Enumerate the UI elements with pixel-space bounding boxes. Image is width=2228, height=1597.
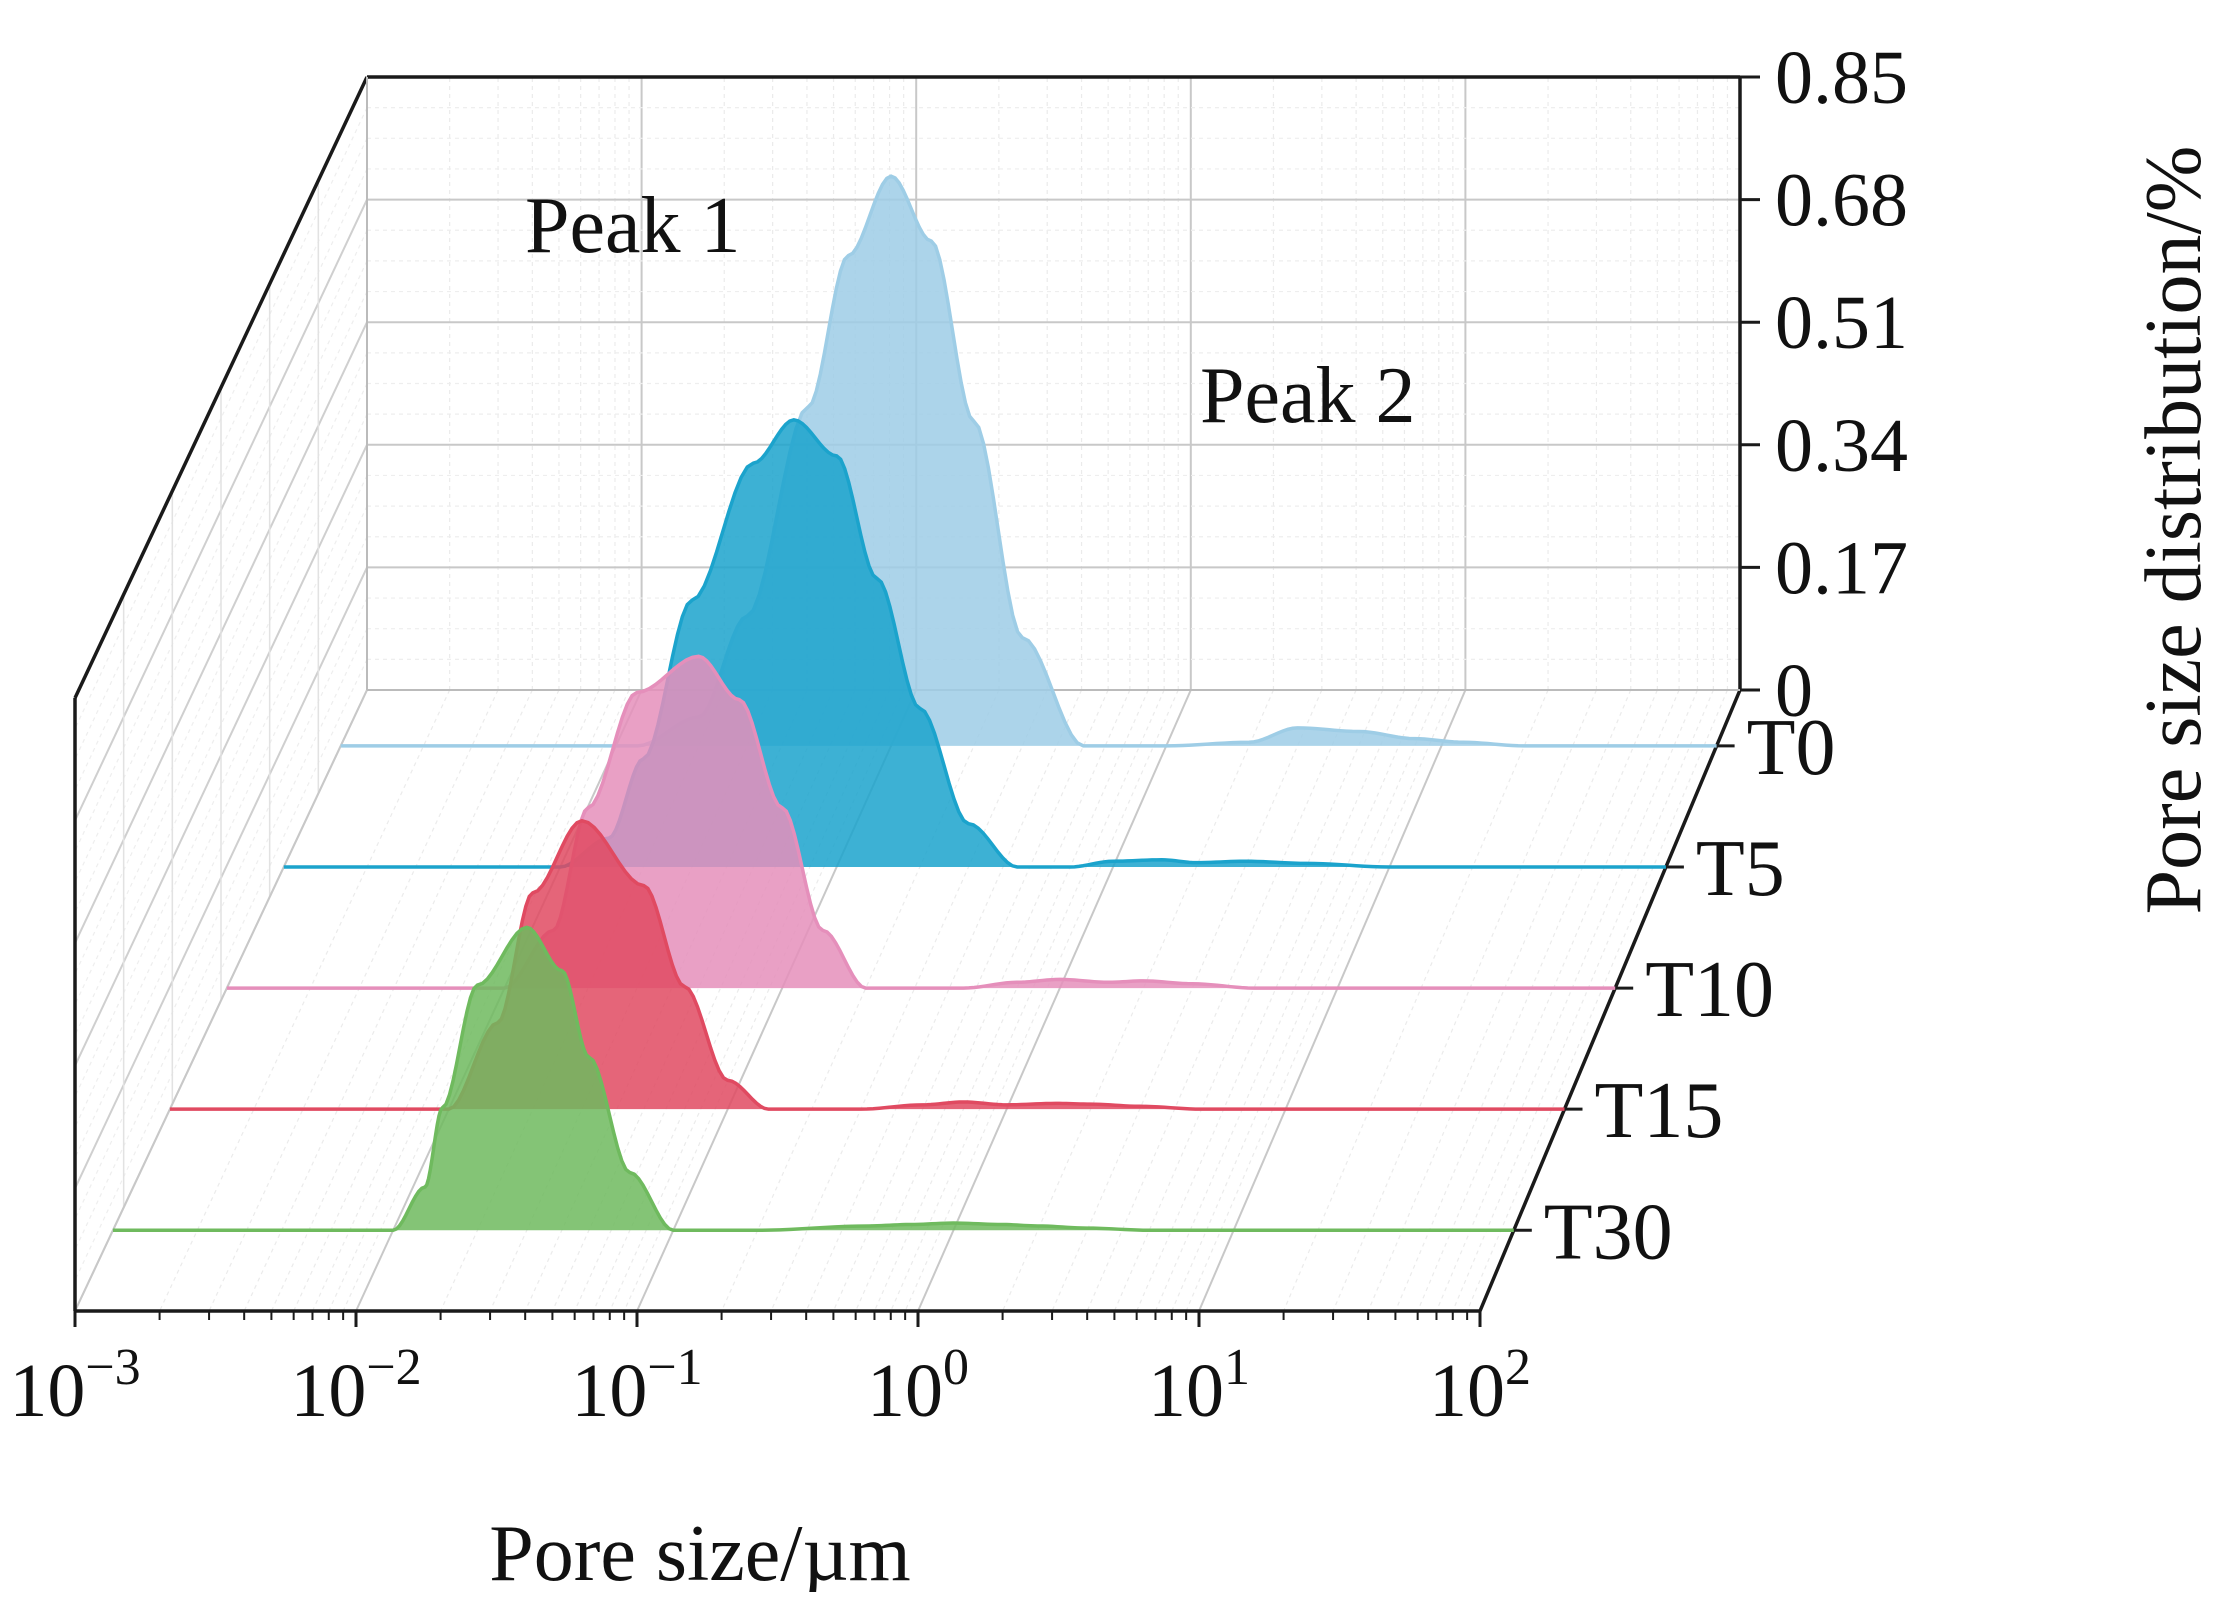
y-tick-label: 0 xyxy=(1775,649,1813,733)
x-tick-label: 102 xyxy=(1429,1339,1531,1433)
series-line-t10 xyxy=(226,654,1616,990)
floor-grid-line xyxy=(1417,689,1680,1312)
floor-grid-line xyxy=(1283,689,1549,1312)
series-t10 xyxy=(226,654,1616,990)
series-area-t10 xyxy=(504,656,1616,989)
back-wall-grid xyxy=(74,76,1741,1312)
y-tick-label: 0.85 xyxy=(1775,36,1908,120)
series-layer xyxy=(112,174,1717,1233)
y-tick-label: 0.51 xyxy=(1775,281,1908,365)
floor-grid-line xyxy=(328,689,616,1312)
floor-grid-line xyxy=(342,689,630,1312)
floor-grid-line xyxy=(890,689,1165,1312)
frame-side-top-edge xyxy=(73,76,369,699)
floor-grid-line xyxy=(1367,689,1632,1312)
series-t0 xyxy=(340,174,1717,748)
floor-grid-line xyxy=(1394,689,1658,1312)
floor-grid-line xyxy=(208,689,499,1312)
x-axis-label: Pore size/µm xyxy=(489,1510,911,1592)
floor-grid-line xyxy=(1185,689,1454,1312)
series-area-t5 xyxy=(560,419,1666,867)
y-tick-label: 0.68 xyxy=(1775,159,1908,243)
floor-grid-line xyxy=(1136,689,1406,1312)
annotation-peak-2: Peak 2 xyxy=(1200,352,1416,440)
series-line-t30 xyxy=(112,925,1514,1233)
series-label-t15: T15 xyxy=(1595,1067,1724,1155)
series-label-t0: T0 xyxy=(1747,704,1836,792)
series-label-t30: T30 xyxy=(1544,1188,1673,1276)
series-line-t15 xyxy=(169,818,1565,1111)
floor-grid-line xyxy=(311,689,600,1312)
series-t30 xyxy=(112,925,1514,1233)
floor-grid-line xyxy=(1086,689,1357,1312)
x-tick-label: 100 xyxy=(867,1339,969,1433)
series-t5 xyxy=(283,418,1666,869)
series-label-t5: T5 xyxy=(1696,825,1785,913)
floor-grid-line xyxy=(270,689,560,1312)
floor-grid-line xyxy=(243,689,533,1312)
floor-grid-line xyxy=(1154,689,1424,1312)
floor-grid-line xyxy=(1466,689,1728,1312)
x-tick-label: 10−1 xyxy=(571,1339,702,1433)
floor-grid-line xyxy=(1435,689,1699,1312)
annotation-peak-1: Peak 1 xyxy=(525,182,741,270)
frame-depth-edge xyxy=(1478,689,1742,1312)
floor-grid-line xyxy=(159,689,451,1312)
floor-grid-line xyxy=(904,689,1179,1312)
floor-grid-line xyxy=(1452,689,1714,1312)
series-line-t5 xyxy=(283,418,1666,869)
y-tick-label: 0.34 xyxy=(1775,404,1908,488)
floor-grid-line xyxy=(832,689,1109,1312)
floor-grid-line xyxy=(917,689,1192,1312)
y-axis-label: Pore size distribution/% xyxy=(2130,146,2218,915)
floor-grid-line xyxy=(1002,689,1275,1312)
series-label-t10: T10 xyxy=(1645,946,1774,1034)
series-area-t0 xyxy=(637,176,1717,746)
floor-grid-line xyxy=(1051,689,1323,1312)
x-tick-label: 10−3 xyxy=(9,1339,140,1433)
floor-grid-line xyxy=(855,689,1131,1312)
x-tick-label: 101 xyxy=(1148,1339,1250,1433)
series-line-t0 xyxy=(340,174,1717,748)
floor-grid-line xyxy=(1171,689,1440,1312)
floor-grid-line xyxy=(805,689,1083,1312)
floor-grid-line xyxy=(1332,689,1597,1312)
y-tick-label: 0.17 xyxy=(1775,526,1908,610)
floor-grid-line xyxy=(293,689,582,1312)
series-area-t30 xyxy=(393,927,1514,1231)
labels-layer: Peak 1 Peak 2 Pore size/µm Pore size dis… xyxy=(9,36,2218,1597)
x-tick-label: 10−2 xyxy=(290,1339,421,1433)
floor-grid-line xyxy=(770,689,1048,1312)
floor-grid-line xyxy=(1113,689,1384,1312)
floor-grid-line xyxy=(74,689,368,1312)
floor-grid-line xyxy=(873,689,1149,1312)
floor-grid-line xyxy=(1198,689,1467,1312)
